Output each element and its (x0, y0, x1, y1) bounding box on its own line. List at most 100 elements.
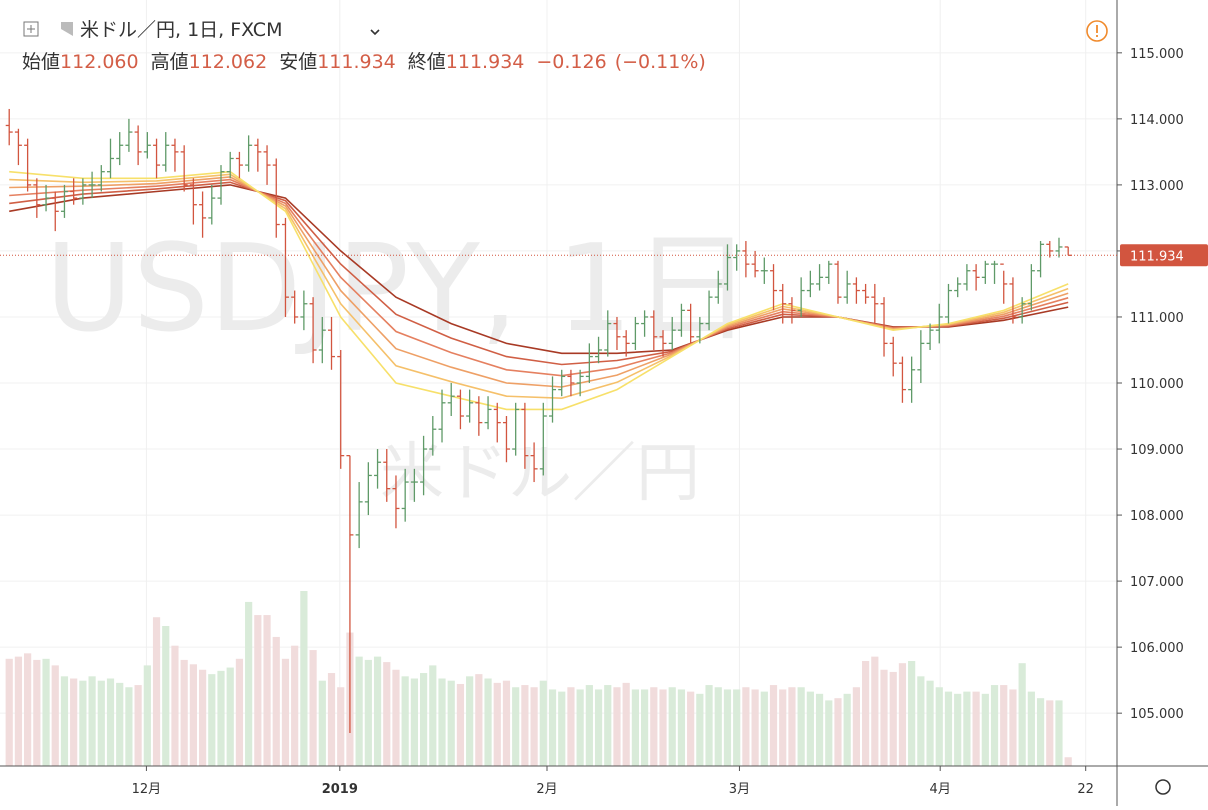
volume-bar (613, 687, 621, 766)
volume-bar (852, 687, 860, 766)
volume-bar (493, 682, 501, 766)
y-tick-label: 105.000 (1130, 707, 1184, 722)
volume-bar (373, 656, 382, 766)
volume-bar (162, 626, 170, 766)
volume-bar (825, 700, 833, 766)
y-tick-label: 111.000 (1130, 311, 1184, 326)
volume-bar (60, 676, 69, 766)
volume-bar (963, 691, 971, 766)
volume-bar (548, 689, 557, 766)
volume-bar (760, 691, 768, 766)
volume-bar (1000, 685, 1008, 766)
y-tick-label: 106.000 (1130, 641, 1184, 656)
volume-bar (862, 661, 870, 766)
volume-bar (705, 685, 713, 766)
volume-bar (33, 659, 41, 766)
volume-bar (742, 687, 750, 766)
volume-bar (944, 691, 953, 766)
volume-bar (981, 693, 989, 766)
volume-bar (116, 682, 124, 766)
y-tick-label: 109.000 (1130, 443, 1184, 458)
volume-bar (355, 656, 363, 766)
volume-bar (364, 659, 372, 766)
volume-bar (1009, 689, 1017, 766)
volume-bar (622, 682, 630, 766)
volume-bar (677, 689, 686, 766)
volume-bar (1055, 700, 1063, 766)
y-tick-label: 114.000 (1130, 113, 1184, 128)
x-tick-label: 3月 (729, 782, 750, 797)
volume-bar (641, 689, 649, 766)
volume-bar (585, 685, 593, 766)
volume-bar (779, 689, 787, 766)
volume-bar (456, 683, 465, 766)
volume-bar (935, 687, 943, 766)
settings-icon[interactable] (1155, 779, 1171, 795)
volume-bar (917, 676, 925, 766)
x-tick-label: 2019 (322, 782, 358, 797)
legend-open-label: 始値 (22, 51, 60, 73)
volume-bar (1027, 691, 1035, 766)
chevron[interactable] (370, 29, 380, 36)
volume-bar (539, 680, 547, 766)
watermark: USDJPY, 1日 (45, 220, 752, 359)
volume-bar (889, 671, 897, 766)
y-tick-label: 113.000 (1130, 179, 1184, 194)
volume-bar (733, 689, 741, 766)
legend-change-pct: (−0.11%) (615, 51, 706, 73)
volume-bar (558, 691, 566, 766)
volume-bar (70, 678, 78, 766)
volume-bar (438, 678, 446, 766)
alert-icon[interactable] (1086, 20, 1108, 42)
volume-bar (51, 665, 59, 766)
volume-bar (576, 689, 584, 766)
volume-bar (245, 601, 253, 766)
volume-bar (797, 687, 805, 766)
volume-bar (594, 689, 603, 766)
volume-bar (659, 689, 667, 766)
y-tick-label: 115.000 (1130, 47, 1184, 62)
volume-bar (512, 687, 520, 766)
volume-bar (1036, 698, 1045, 766)
volume-bar (1018, 663, 1026, 766)
volume-bar (263, 615, 271, 766)
expand-icon[interactable] (23, 21, 39, 37)
ohlc-legend: 始値112.060 高値112.062 安値111.934 終値111.934 −0.1… (22, 51, 706, 73)
volume-bar (954, 693, 962, 766)
volume-bar (79, 680, 87, 766)
volume-bar (152, 617, 161, 766)
volume-bar (475, 674, 483, 766)
volume-bar (217, 670, 225, 766)
last-price-label: 111.934 (1130, 249, 1184, 264)
volume-bar (788, 687, 796, 766)
legend-open: 112.060 (60, 51, 139, 73)
volume-bar (502, 680, 511, 766)
volume-bar (143, 665, 151, 766)
volume-bar (751, 689, 759, 766)
volume-bar (484, 678, 492, 766)
volume-bar (291, 645, 299, 766)
volume-bar (97, 680, 105, 766)
volume (5, 591, 1072, 766)
volume-bar (843, 693, 851, 766)
volume-bar (631, 689, 639, 766)
volume-bar (125, 687, 133, 766)
volume-bar (1046, 700, 1054, 766)
volume-bar (392, 669, 400, 766)
volume-bar (723, 689, 732, 766)
volume-bar (419, 673, 428, 766)
volume-bar (134, 685, 142, 766)
volume-bar (189, 664, 197, 766)
legend-close-label: 終値 (408, 51, 446, 73)
volume-bar (650, 687, 658, 766)
volume-bar (171, 645, 179, 766)
volume-bar (696, 693, 704, 766)
volume-bar (254, 615, 262, 766)
axes: 105.000 106.000 107.000 108.000 109.000 110.0… (0, 47, 1208, 797)
volume-bar (604, 685, 612, 766)
volume-bar (383, 662, 391, 766)
volume-bar (926, 680, 934, 766)
x-tick-label: 4月 (930, 782, 951, 797)
symbol-title[interactable]: 米ドル／円, 1日, FXCM (80, 19, 282, 41)
